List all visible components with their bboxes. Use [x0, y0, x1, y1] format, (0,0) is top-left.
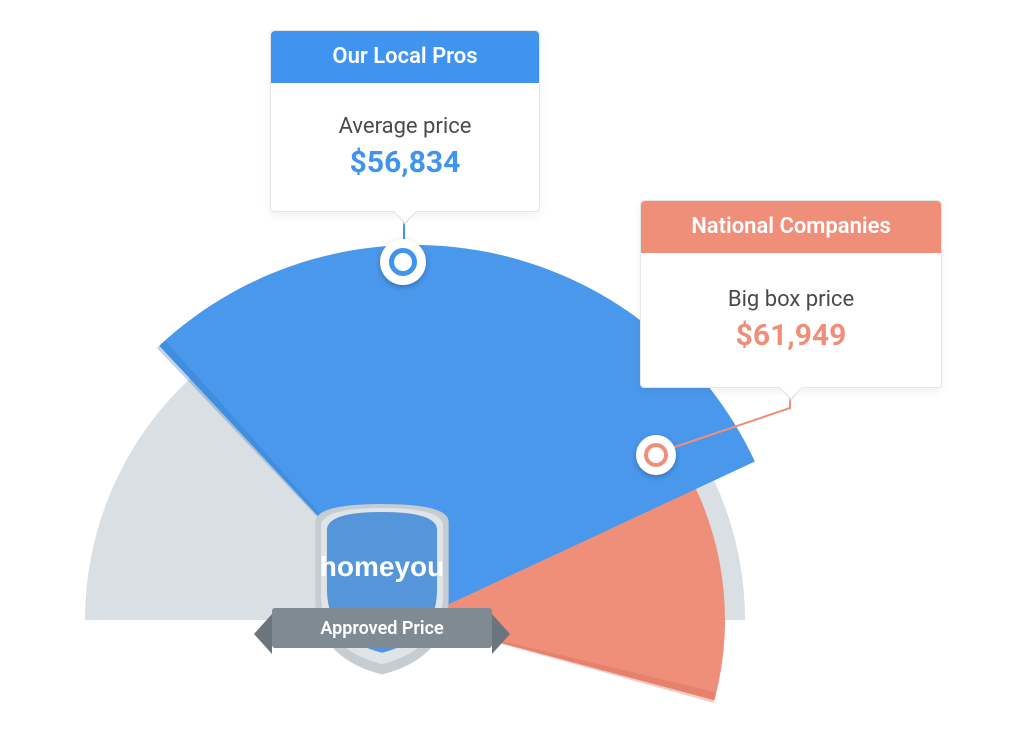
- callout-national-price: $61,949: [641, 318, 941, 353]
- callout-national-subtitle: Big box price: [641, 287, 941, 312]
- callout-national-tail-fill: [779, 386, 803, 398]
- marker-national-icon: [636, 435, 676, 475]
- price-comparison-infographic: Our Local Pros Average price $56,834 Nat…: [0, 0, 1024, 738]
- ribbon-label: Approved Price: [320, 618, 443, 639]
- callout-local-tail-fill: [393, 210, 417, 222]
- callout-national-header: National Companies: [641, 201, 941, 253]
- svg-text:homeyou: homeyou: [320, 551, 444, 582]
- approved-price-ribbon: Approved Price: [272, 608, 492, 648]
- approved-price-badge: homeyou Approved Price: [242, 498, 522, 718]
- callout-local-header: Our Local Pros: [271, 31, 539, 83]
- callout-national-companies: National Companies Big box price $61,949: [640, 200, 942, 388]
- callout-local-body: Average price $56,834: [271, 83, 539, 211]
- callout-local-price: $56,834: [271, 145, 539, 180]
- callout-local-subtitle: Average price: [271, 114, 539, 139]
- callout-local-pros: Our Local Pros Average price $56,834: [270, 30, 540, 212]
- marker-local-icon: [380, 239, 426, 285]
- callout-national-body: Big box price $61,949: [641, 253, 941, 387]
